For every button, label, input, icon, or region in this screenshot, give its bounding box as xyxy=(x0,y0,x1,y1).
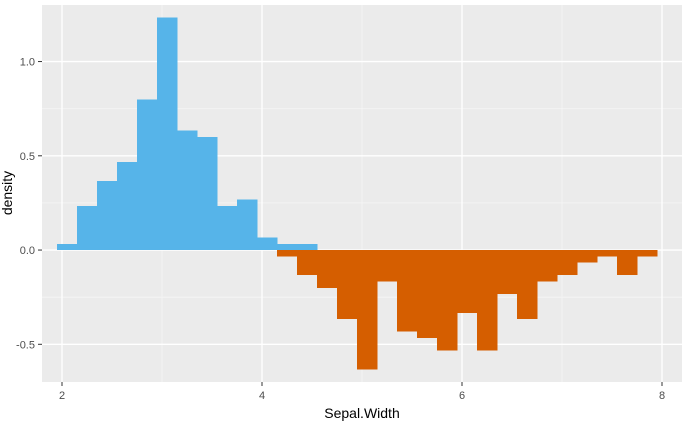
x-tick-label: 6 xyxy=(459,390,465,402)
histogram-bar-1-10 xyxy=(237,199,258,251)
histogram-bar-1-8 xyxy=(197,136,218,251)
histogram-bar-2-11 xyxy=(477,250,498,351)
histogram-bar-1-13 xyxy=(297,243,318,251)
y-axis-ticks: -0.5 0.0 0.5 1.0 xyxy=(16,57,42,351)
y-tick-label: 1.0 xyxy=(20,57,35,69)
histogram-bar-2-16 xyxy=(577,250,598,263)
histogram-bar-2-4 xyxy=(337,250,358,320)
histogram-bar-1-4 xyxy=(117,162,138,251)
histogram-bar-2-15 xyxy=(557,250,578,276)
histogram-bar-2-1 xyxy=(277,250,298,257)
histogram-bar-1-2 xyxy=(77,206,98,251)
histogram-bar-1-12 xyxy=(277,243,298,251)
y-tick-label: 0.0 xyxy=(20,245,35,257)
y-tick-label: 0.5 xyxy=(20,151,35,163)
histogram-bar-1-1 xyxy=(57,243,78,251)
x-axis-title: Sepal.Width xyxy=(324,405,399,421)
histogram-bar-2-17 xyxy=(597,250,618,257)
histogram-bar-2-13 xyxy=(517,250,538,320)
x-tick-label: 2 xyxy=(59,390,65,402)
histogram-bar-2-2 xyxy=(297,250,318,276)
x-axis-ticks: 2 4 6 8 xyxy=(59,382,665,402)
histogram-bar-2-5 xyxy=(357,250,378,370)
histogram-bar-1-7 xyxy=(177,130,198,251)
histogram-bar-2-12 xyxy=(497,250,518,294)
histogram-bar-2-19 xyxy=(637,250,658,257)
y-axis-title: density xyxy=(0,171,15,215)
histogram-bar-1-9 xyxy=(217,206,238,251)
histogram-bar-2-3 xyxy=(317,250,338,288)
histogram-bar-2-14 xyxy=(537,250,558,282)
histogram-bar-1-3 xyxy=(97,180,118,251)
histogram-bar-2-6 xyxy=(377,250,398,282)
histogram-bar-2-10 xyxy=(457,250,478,313)
histogram-bar-2-7 xyxy=(397,250,418,332)
bars xyxy=(57,17,658,370)
histogram-bar-2-8 xyxy=(417,250,438,339)
histogram-bar-2-18 xyxy=(617,250,638,276)
histogram-bar-1-5 xyxy=(137,99,158,251)
x-tick-label: 4 xyxy=(259,390,265,402)
histogram-bar-1-6 xyxy=(157,17,178,251)
y-tick-label: -0.5 xyxy=(16,339,35,351)
histogram-bar-1-11 xyxy=(257,237,278,251)
x-tick-label: 8 xyxy=(659,390,665,402)
histogram-bar-2-9 xyxy=(437,250,458,351)
